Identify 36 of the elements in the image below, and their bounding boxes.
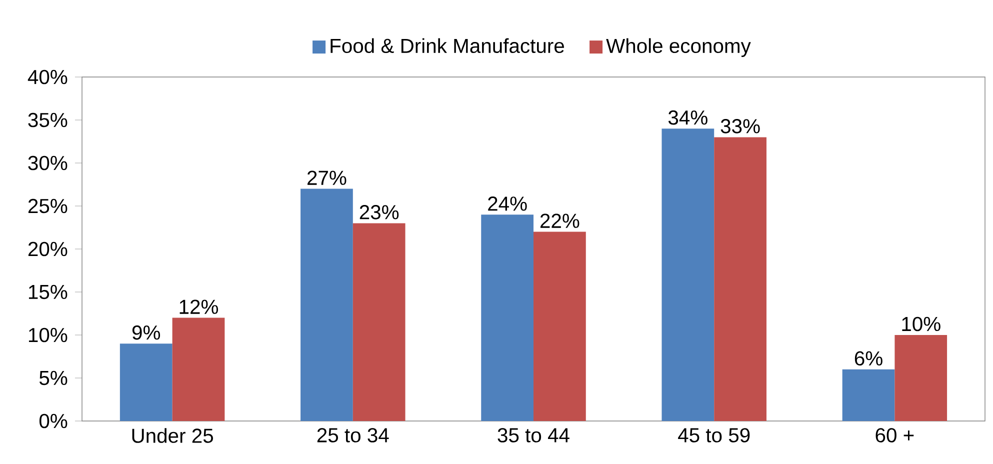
x-tick-label: 45 to 59 [678, 428, 750, 442]
data-label: 34% [668, 110, 708, 125]
bar [172, 318, 225, 422]
y-tick-label: 5% [39, 370, 68, 386]
data-label: 12% [180, 300, 218, 314]
y-tick-label: 0% [39, 414, 68, 428]
bar [894, 335, 948, 422]
y-tick-label: 25% [28, 198, 68, 214]
bar [300, 188, 353, 422]
x-tick-label: Under 25 [132, 428, 213, 443]
y-tick-label: 10% [28, 328, 68, 342]
bar [842, 369, 895, 422]
bar [352, 223, 406, 422]
data-label: 24% [488, 196, 527, 211]
y-tick-label: 40% [28, 70, 68, 84]
bar [481, 214, 534, 422]
legend-label: Whole economy [606, 38, 751, 58]
data-label: 27% [308, 170, 346, 185]
bar [714, 137, 766, 422]
data-label: 23% [360, 205, 399, 220]
x-tick-label: 60 + [876, 428, 914, 442]
x-tick-label: 25 to 34 [317, 428, 389, 442]
y-tick-label: 20% [28, 242, 68, 256]
bar [534, 232, 586, 422]
data-label: 22% [540, 214, 580, 228]
bar [120, 344, 172, 422]
data-label: 6% [854, 351, 882, 366]
data-label: 33% [720, 119, 760, 134]
data-label: 10% [902, 316, 940, 332]
bar [662, 128, 714, 422]
legend-label: Food & Drink Manufacture [330, 38, 564, 54]
y-tick-label: 35% [28, 112, 68, 128]
y-tick-label: 15% [28, 284, 68, 300]
data-label: 9% [132, 325, 160, 340]
x-tick-label: 35 to 44 [498, 428, 570, 442]
y-tick-label: 30% [28, 156, 68, 170]
